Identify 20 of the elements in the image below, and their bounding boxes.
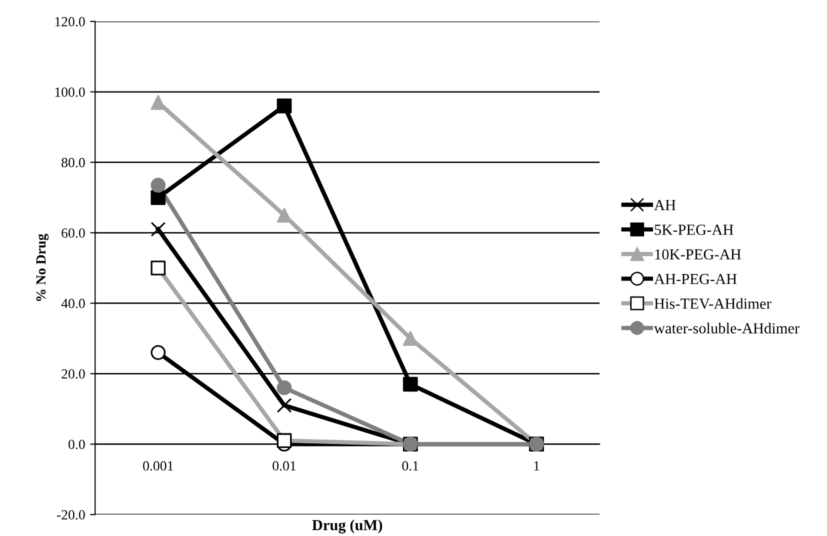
- x-tick-label: 0.01: [272, 461, 296, 471]
- x-tick-label: 1: [534, 461, 540, 470]
- legend-label: His-TEV-AHdimer: [654, 298, 772, 309]
- y-tick-label: -20.0: [56, 510, 85, 520]
- y-tick-label: 100.0: [55, 87, 85, 97]
- x-axis-title: Drug (uM): [312, 519, 382, 534]
- y-tick-label: 40.0: [61, 298, 85, 308]
- x-tick-label: 0.001: [143, 461, 173, 471]
- legend-label: water-soluble-AHdimer: [654, 322, 800, 334]
- legend-label: AH-PEG-AH: [654, 274, 737, 284]
- x-tick-label: 0.1: [402, 461, 418, 471]
- y-tick-label: 0.0: [68, 440, 85, 450]
- y-tick-label: 80.0: [62, 158, 85, 168]
- y-axis-title: % No Drug: [36, 234, 49, 301]
- y-tick-label: 120.0: [55, 17, 85, 26]
- y-tick-label: 20.0: [62, 369, 85, 379]
- legend-label: 10K-PEG-AH: [655, 249, 741, 260]
- legend-label: 5K-PEG-AH: [654, 224, 734, 235]
- y-tick-label: 60.0: [62, 228, 85, 238]
- legend-label: AH: [654, 200, 676, 210]
